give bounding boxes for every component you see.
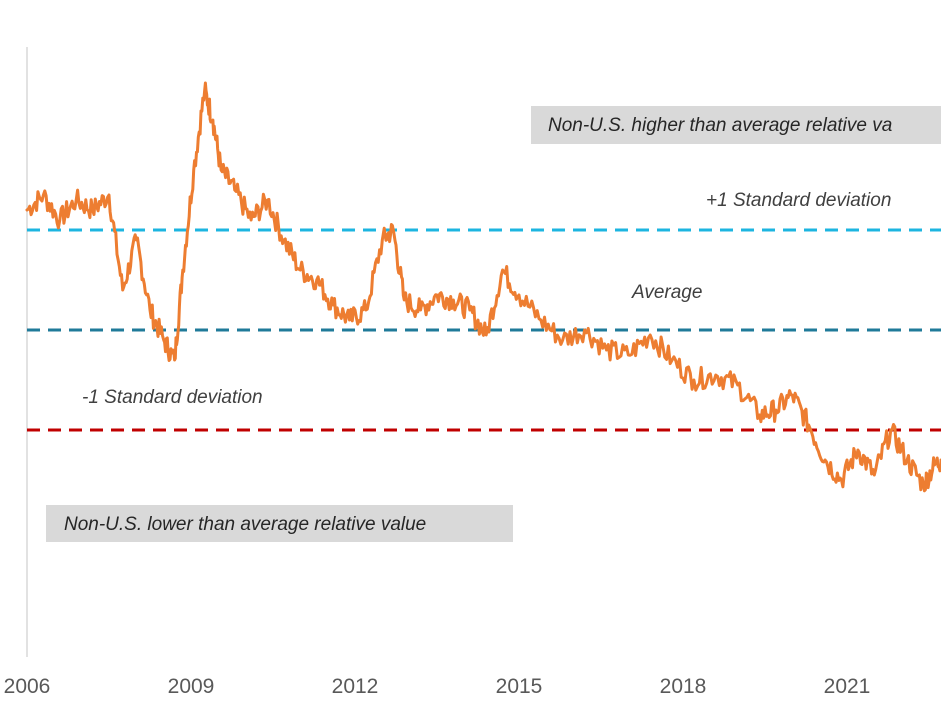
x-axis-ticks: 2006 2009 2012 2015 2018 2021 [4, 675, 871, 698]
x-tick-label: 2012 [332, 675, 379, 698]
lower-region-label: Non-U.S. lower than average relative val… [64, 514, 426, 535]
x-tick-label: 2006 [4, 675, 51, 698]
average-label: Average [631, 282, 702, 303]
x-tick-label: 2015 [496, 675, 543, 698]
minus-one-sd-label: -1 Standard deviation [82, 387, 263, 408]
series-line [25, 81, 941, 493]
plus-one-sd-label: +1 Standard deviation [706, 190, 891, 211]
upper-region-label: Non-U.S. higher than average relative va [548, 115, 892, 136]
x-tick-label: 2018 [660, 675, 707, 698]
upper-region-box [531, 106, 941, 144]
x-tick-label: 2009 [168, 675, 215, 698]
lower-region-box [46, 505, 513, 542]
x-tick-label: 2021 [824, 675, 871, 698]
